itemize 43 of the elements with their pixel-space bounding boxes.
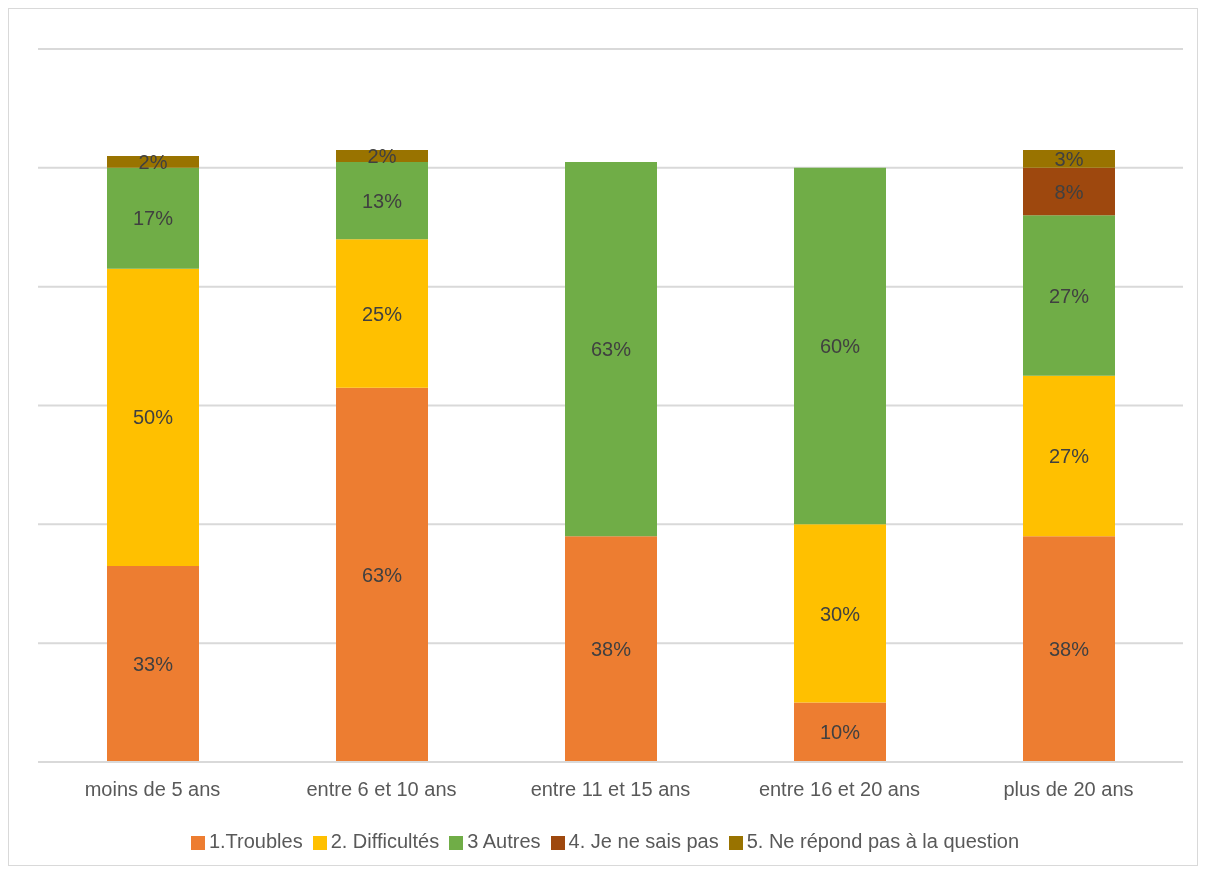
bar [1023, 215, 1115, 376]
x-tick-label: moins de 5 ans [84, 778, 221, 801]
bar [565, 536, 657, 762]
x-tick-label: entre 11 et 15 ans [530, 778, 691, 801]
data-label: 27% [1048, 445, 1090, 468]
bar [794, 167, 886, 525]
data-label: 8% [1054, 180, 1084, 203]
bar [565, 161, 657, 537]
bar [1023, 167, 1115, 216]
x-tick-label: entre 6 et 10 ans [306, 778, 457, 801]
bar [336, 387, 428, 762]
data-label: 10% [819, 721, 861, 744]
legend-label: 4. Je ne sais pas [568, 830, 719, 852]
legend-label: 3 Autres [467, 830, 541, 852]
bar [336, 239, 428, 388]
bar [1023, 536, 1115, 762]
data-label: 63% [361, 563, 403, 586]
bar [794, 524, 886, 703]
data-label: 63% [590, 338, 632, 361]
data-label: 3% [1054, 148, 1084, 171]
data-label: 25% [361, 302, 403, 325]
data-label: 33% [132, 653, 174, 676]
data-label: 13% [361, 189, 403, 212]
data-label: 50% [132, 406, 174, 429]
x-tick-label: entre 16 et 20 ans [758, 778, 921, 801]
data-label: 17% [132, 207, 174, 230]
bar [107, 565, 199, 762]
data-label: 38% [590, 638, 632, 661]
data-label: 30% [819, 602, 861, 625]
bar [1023, 375, 1115, 537]
data-label: 27% [1048, 284, 1090, 307]
legend-label: 5. Ne répond pas à la question [746, 830, 1020, 852]
legend-label: 1.Troubles [208, 830, 303, 852]
bar [107, 167, 199, 269]
data-label: 2% [138, 150, 168, 173]
data-label: 60% [819, 335, 861, 358]
data-label: 38% [1048, 638, 1090, 661]
x-tick-label: plus de 20 ans [1003, 778, 1134, 801]
bar [336, 161, 428, 240]
data-label: 2% [367, 145, 397, 168]
bar [794, 702, 886, 762]
legend-label: 2. Difficultés [330, 830, 440, 852]
bar [107, 268, 199, 566]
